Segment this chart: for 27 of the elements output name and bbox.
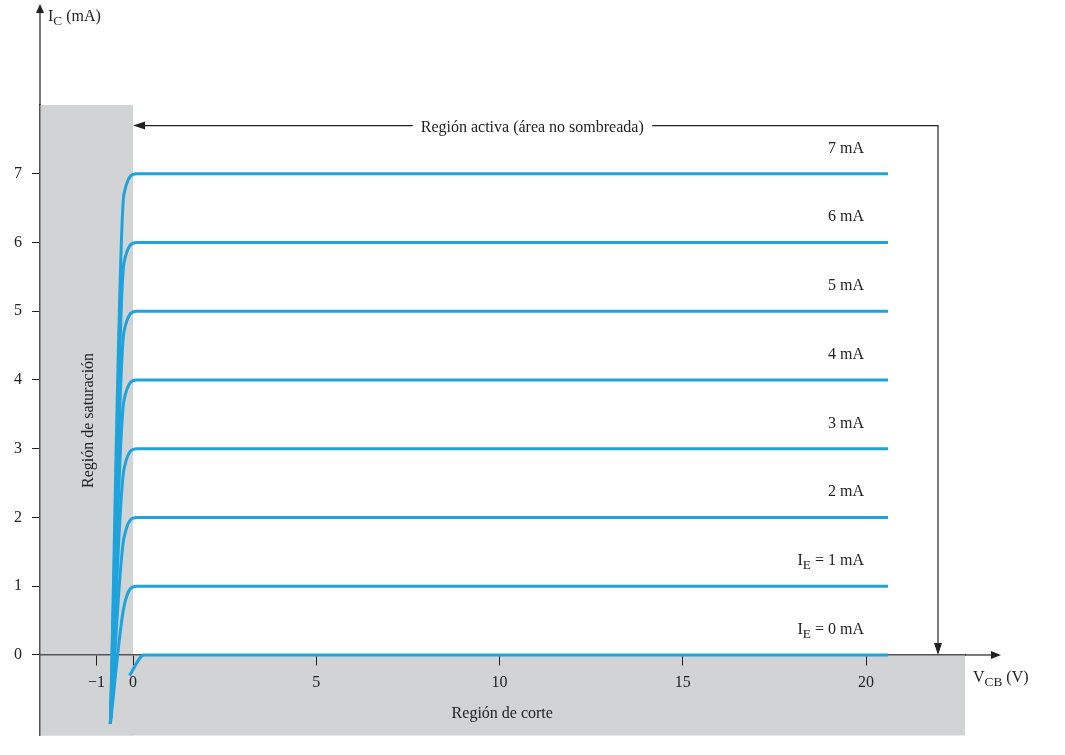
x-tick-label: 5: [312, 672, 321, 690]
y-tick-label: 5: [14, 301, 22, 319]
y-axis-title: I$_{C}$ (mA): [48, 7, 101, 30]
band-label: Región de saturación: [78, 352, 97, 488]
y-tick-label: 0: [14, 645, 22, 663]
series-label: I$_{E}$ = 0 mA: [797, 619, 865, 643]
series-label: 5 mA: [828, 276, 865, 295]
series-label: 6 mA: [828, 207, 865, 226]
y-tick-label: 4: [14, 370, 22, 388]
x-tick-label: 15: [674, 672, 691, 690]
y-tick-label: 7: [14, 163, 22, 181]
annotation: Región activa (área no sombreada): [420, 117, 644, 136]
y-tick-label: 1: [14, 576, 22, 594]
band-label: Región de corte: [451, 703, 553, 722]
y-tick-label: 6: [14, 232, 22, 250]
series-label: I$_{E}$ = 1 mA: [797, 551, 865, 574]
x-axis-title: V$_{CB}$ (V): [973, 667, 1029, 691]
series-label: 3 mA: [828, 413, 865, 432]
x-tick-label: −1: [87, 672, 105, 690]
series-label: 4 mA: [828, 344, 865, 363]
y-tick-label: 3: [14, 438, 22, 456]
y-tick-label: 2: [14, 507, 22, 525]
x-tick-label: 20: [858, 672, 875, 690]
x-tick-label: 0: [129, 672, 138, 690]
series-label: 7 mA: [828, 138, 865, 157]
series-label: 2 mA: [828, 482, 865, 501]
x-tick-label: 10: [491, 672, 508, 690]
